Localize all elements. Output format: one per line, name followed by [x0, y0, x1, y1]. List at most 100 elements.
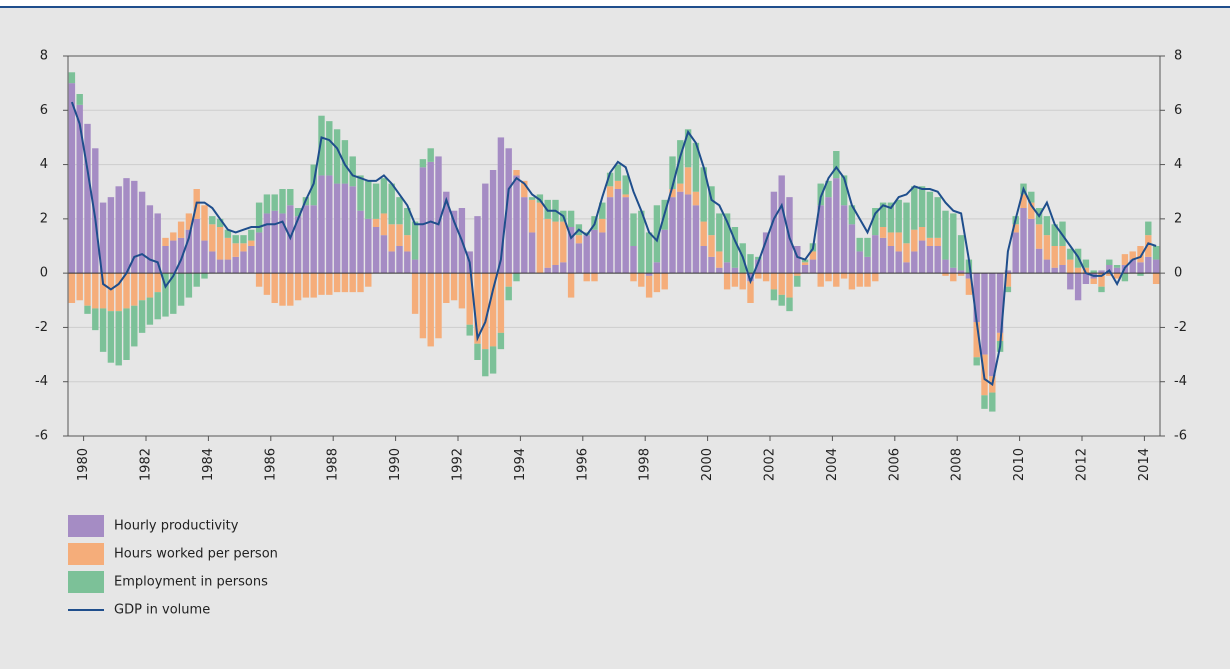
bar [1012, 232, 1019, 274]
bar [934, 197, 941, 238]
bar [146, 297, 154, 325]
bar [482, 349, 489, 377]
x-tick-label: 1998 [638, 448, 653, 481]
bar [302, 205, 310, 274]
bar [279, 189, 286, 214]
bar [177, 221, 185, 238]
bar [357, 210, 364, 274]
bar [341, 183, 349, 274]
bar [1051, 246, 1058, 268]
bar [170, 273, 177, 314]
bar [404, 208, 411, 236]
bar [1152, 246, 1160, 260]
bar [466, 273, 473, 325]
bar [872, 208, 879, 236]
bar [809, 259, 817, 274]
bar [162, 246, 169, 274]
x-tick-label: 1994 [513, 448, 528, 481]
bar [606, 186, 614, 198]
y-tick-label: 0 [40, 266, 48, 281]
bar [614, 180, 622, 189]
bar [99, 308, 107, 352]
bar [388, 251, 395, 274]
bar [700, 221, 707, 246]
bar [638, 273, 645, 287]
bar [583, 273, 590, 282]
bar [833, 273, 840, 287]
bar [349, 156, 356, 187]
bar [848, 224, 856, 274]
bar [560, 221, 567, 263]
bar [739, 273, 746, 290]
bar [263, 213, 271, 274]
bar [92, 148, 99, 274]
bar [684, 167, 692, 195]
bar [396, 197, 403, 225]
bar [170, 232, 177, 241]
bar [989, 392, 996, 412]
bar [809, 251, 817, 260]
bar [435, 156, 442, 274]
bar [1098, 286, 1105, 293]
bar [747, 281, 754, 303]
bar [1074, 273, 1082, 301]
bar [918, 227, 926, 241]
bar [747, 254, 754, 274]
bar [833, 178, 840, 274]
bar [755, 273, 762, 279]
bar [864, 237, 871, 257]
bar [653, 205, 661, 263]
bar [84, 305, 91, 314]
bar [216, 218, 224, 227]
bar [879, 237, 887, 274]
legend-label: GDP in volume [114, 603, 210, 618]
bar [521, 180, 528, 198]
x-tick-label: 1982 [139, 448, 154, 481]
x-tick-label: 2014 [1137, 448, 1152, 481]
bar [287, 273, 294, 306]
bar [1106, 273, 1113, 276]
bar [887, 202, 895, 233]
bar [263, 194, 271, 214]
bar [801, 262, 809, 265]
bar [669, 197, 676, 274]
bar [544, 267, 551, 274]
bar [341, 273, 349, 293]
legend-swatch [68, 515, 104, 537]
bar [567, 210, 575, 227]
bar [1098, 273, 1105, 287]
bar [271, 194, 278, 211]
bar [653, 273, 661, 293]
bar [762, 232, 770, 274]
bar [419, 273, 427, 339]
bar [333, 273, 341, 293]
bar [357, 273, 364, 293]
bar [864, 256, 871, 274]
bar [895, 232, 902, 252]
bar [840, 175, 848, 206]
bar [669, 189, 676, 198]
x-tick-label: 2002 [763, 448, 778, 481]
bar [973, 273, 980, 322]
bar [560, 262, 567, 274]
y2-tick-label: 6 [1174, 103, 1182, 118]
bar [193, 273, 200, 287]
bar [599, 218, 606, 233]
bar [1035, 224, 1043, 249]
y-tick-label: -4 [35, 374, 48, 389]
bar [138, 191, 146, 274]
bar [294, 208, 302, 217]
bar [1004, 270, 1012, 274]
bar [599, 202, 606, 219]
bar [653, 262, 661, 274]
bar [895, 199, 902, 233]
bar [700, 246, 707, 274]
bar [848, 273, 856, 290]
bar [1004, 286, 1012, 293]
bar [1106, 259, 1113, 265]
bar [911, 251, 918, 274]
bar [723, 262, 731, 274]
bar [427, 273, 434, 347]
bar [747, 273, 754, 282]
bar [1043, 216, 1051, 236]
